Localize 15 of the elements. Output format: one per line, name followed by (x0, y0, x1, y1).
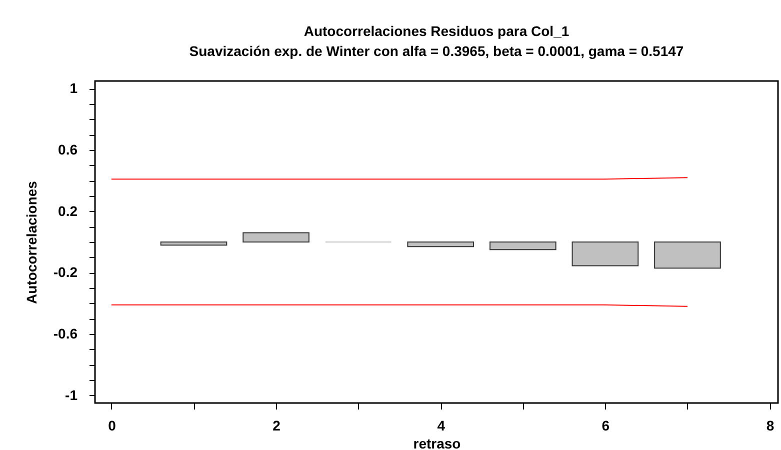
x-tick-label: 8 (766, 418, 774, 434)
y-tick-label: -0.2 (53, 264, 78, 280)
y-axis-title: Autocorrelaciones (23, 180, 40, 304)
y-tick-label: 1 (70, 80, 78, 96)
x-axis-title: retraso (413, 436, 461, 450)
x-tick-label: 0 (108, 418, 116, 434)
chart-subtitle: Suavización exp. de Winter con alfa = 0.3965, beta = 0.0001, gama = 0.5147 (189, 43, 684, 59)
chart-title: Autocorrelaciones Residuos para Col_1 (304, 23, 570, 39)
x-tick-label: 6 (602, 418, 610, 434)
y-tick-label: -1 (65, 386, 78, 403)
y-tick-label: 0.6 (58, 142, 78, 158)
x-tick-label: 2 (272, 418, 281, 434)
y-tick-label: 0.2 (58, 202, 78, 219)
x-tick-label: 4 (437, 418, 446, 434)
y-tick-label: -0.6 (53, 326, 78, 342)
